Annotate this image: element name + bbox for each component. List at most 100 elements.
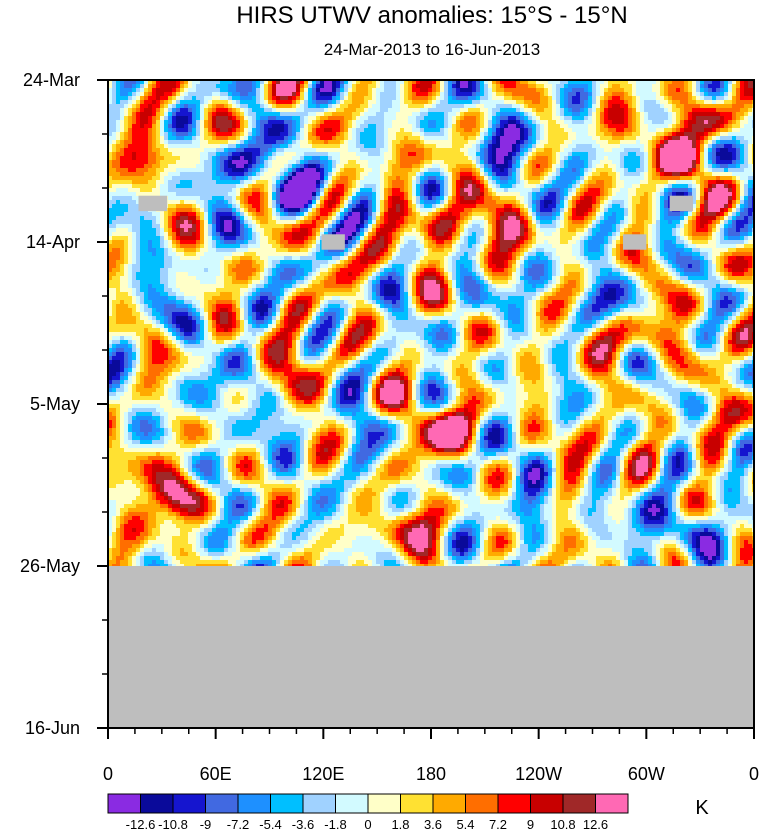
field-cell	[368, 104, 372, 109]
field-cell	[216, 140, 220, 145]
field-cell	[620, 80, 624, 85]
field-cell	[220, 188, 224, 193]
field-cell	[284, 84, 288, 89]
field-cell	[116, 112, 120, 117]
field-cell	[388, 164, 392, 169]
field-cell	[608, 120, 612, 125]
field-cell	[236, 112, 240, 117]
field-cell	[288, 164, 292, 169]
field-cell	[740, 84, 744, 89]
field-cell	[372, 176, 376, 181]
field-cell	[336, 192, 340, 197]
field-cell	[524, 80, 528, 85]
field-cell	[324, 144, 328, 149]
field-cell	[256, 84, 260, 89]
field-cell	[244, 104, 248, 109]
field-cell	[340, 116, 344, 121]
field-cell	[188, 188, 192, 193]
field-cell	[304, 120, 308, 125]
field-cell	[144, 132, 148, 137]
field-cell	[404, 172, 408, 177]
field-cell	[456, 116, 460, 121]
field-cell	[404, 120, 408, 125]
field-cell	[284, 124, 288, 129]
field-cell	[592, 180, 596, 185]
field-cell	[292, 108, 296, 113]
field-cell	[296, 140, 300, 145]
field-cell	[516, 160, 520, 165]
field-cell	[156, 180, 160, 185]
field-cell	[552, 144, 556, 149]
field-cell	[680, 148, 684, 153]
field-cell	[464, 180, 468, 185]
field-cell	[200, 108, 204, 113]
field-cell	[452, 184, 456, 189]
field-cell	[332, 196, 336, 201]
field-cell	[464, 80, 468, 85]
field-cell	[396, 80, 400, 85]
field-cell	[392, 200, 396, 205]
field-cell	[116, 152, 120, 157]
field-cell	[248, 192, 252, 197]
field-cell	[360, 176, 364, 181]
field-cell	[388, 116, 392, 121]
field-cell	[256, 104, 260, 109]
field-cell	[612, 140, 616, 145]
field-cell	[128, 160, 132, 165]
field-cell	[348, 136, 352, 141]
field-cell	[728, 100, 732, 105]
field-cell	[584, 136, 588, 141]
field-cell	[492, 176, 496, 181]
field-cell	[120, 188, 124, 193]
field-cell	[480, 124, 484, 129]
field-cell	[720, 144, 724, 149]
field-cell	[372, 96, 376, 101]
field-cell	[268, 152, 272, 157]
field-cell	[364, 168, 368, 173]
field-cell	[516, 120, 520, 125]
field-cell	[512, 148, 516, 153]
field-cell	[204, 200, 208, 205]
field-cell	[136, 180, 140, 185]
field-cell	[488, 196, 492, 201]
field-cell	[460, 164, 464, 169]
field-cell	[296, 84, 300, 89]
field-cell	[412, 100, 416, 105]
field-cell	[120, 168, 124, 173]
field-cell	[600, 80, 604, 85]
field-cell	[732, 192, 736, 197]
field-cell	[400, 84, 404, 89]
field-cell	[256, 116, 260, 121]
field-cell	[508, 96, 512, 101]
field-cell	[584, 196, 588, 201]
field-cell	[684, 100, 688, 105]
field-cell	[704, 172, 708, 177]
field-cell	[396, 108, 400, 113]
field-cell	[220, 128, 224, 133]
field-cell	[692, 124, 696, 129]
field-cell	[564, 184, 568, 189]
field-cell	[536, 192, 540, 197]
field-cell	[744, 164, 748, 169]
field-cell	[452, 176, 456, 181]
field-cell	[180, 180, 184, 185]
field-cell	[180, 104, 184, 109]
field-cell	[128, 184, 132, 189]
field-cell	[280, 188, 284, 193]
field-cell	[408, 160, 412, 165]
field-cell	[628, 96, 632, 101]
field-cell	[540, 88, 544, 93]
field-cell	[124, 200, 128, 205]
field-cell	[244, 156, 248, 161]
field-cell	[572, 164, 576, 169]
field-cell	[604, 136, 608, 141]
field-cell	[532, 180, 536, 185]
field-cell	[236, 192, 240, 197]
field-cell	[584, 112, 588, 117]
field-cell	[580, 188, 584, 193]
field-cell	[236, 148, 240, 153]
field-cell	[480, 84, 484, 89]
field-cell	[592, 172, 596, 177]
field-cell	[240, 124, 244, 129]
field-cell	[164, 180, 168, 185]
